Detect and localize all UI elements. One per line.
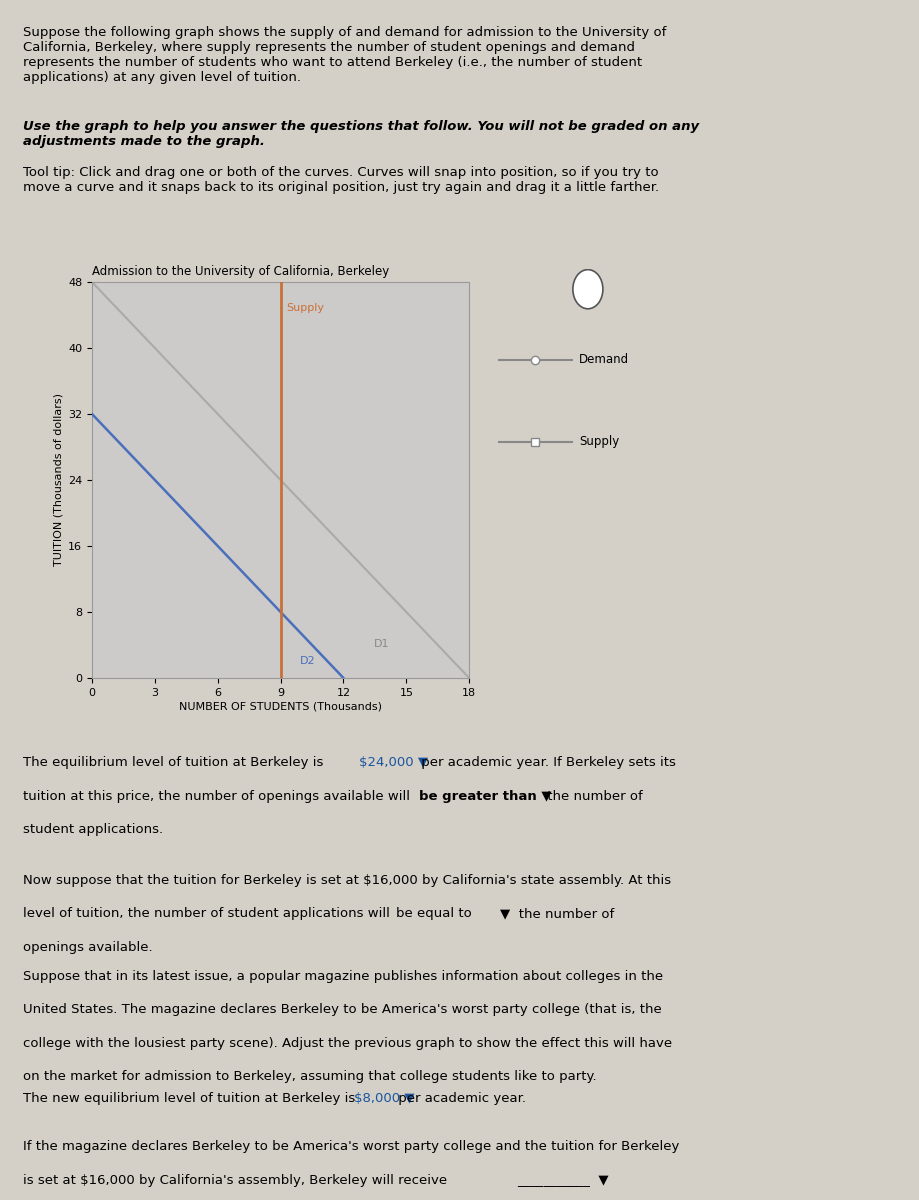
- Text: is set at $16,000 by California's assembly, Berkeley will receive: is set at $16,000 by California's assemb…: [23, 1174, 447, 1187]
- Text: United States. The magazine declares Berkeley to be America's worst party colleg: United States. The magazine declares Ber…: [23, 1003, 661, 1016]
- Text: ?: ?: [584, 283, 591, 295]
- Text: Tool tip: Click and drag one or both of the curves. Curves will snap into positi: Tool tip: Click and drag one or both of …: [23, 166, 658, 193]
- Circle shape: [573, 270, 602, 308]
- Text: ▼  the number of: ▼ the number of: [482, 907, 614, 920]
- Text: D1: D1: [373, 640, 389, 649]
- Text: Use the graph to help you answer the questions that follow. You will not be grad: Use the graph to help you answer the que…: [23, 120, 698, 148]
- Text: Now suppose that the tuition for Berkeley is set at $16,000 by California's stat: Now suppose that the tuition for Berkele…: [23, 874, 670, 887]
- Text: $8,000 ▼: $8,000 ▼: [354, 1092, 414, 1105]
- Text: Admission to the University of California, Berkeley: Admission to the University of Californi…: [92, 265, 389, 278]
- Text: level of tuition, the number of student applications will: level of tuition, the number of student …: [23, 907, 398, 920]
- Text: If the magazine declares Berkeley to be America's worst party college and the tu: If the magazine declares Berkeley to be …: [23, 1140, 678, 1153]
- Text: be equal to: be equal to: [395, 907, 471, 920]
- Text: Suppose the following graph shows the supply of and demand for admission to the : Suppose the following graph shows the su…: [23, 26, 665, 84]
- Text: per academic year. If Berkeley sets its: per academic year. If Berkeley sets its: [416, 756, 675, 769]
- Text: openings available.: openings available.: [23, 941, 153, 954]
- Text: student applications.: student applications.: [23, 823, 163, 836]
- Text: Supply: Supply: [286, 302, 323, 313]
- Text: ___________  ▼: ___________ ▼: [516, 1174, 608, 1187]
- Text: The equilibrium level of tuition at Berkeley is: The equilibrium level of tuition at Berk…: [23, 756, 327, 769]
- Text: Suppose that in its latest issue, a popular magazine publishes information about: Suppose that in its latest issue, a popu…: [23, 970, 663, 983]
- Text: be greater than ▼: be greater than ▼: [418, 790, 550, 803]
- X-axis label: NUMBER OF STUDENTS (Thousands): NUMBER OF STUDENTS (Thousands): [179, 702, 381, 712]
- Y-axis label: TUITION (Thousands of dollars): TUITION (Thousands of dollars): [54, 394, 63, 566]
- Text: D2: D2: [300, 655, 315, 666]
- Text: college with the lousiest party scene). Adjust the previous graph to show the ef: college with the lousiest party scene). …: [23, 1037, 672, 1050]
- Text: per academic year.: per academic year.: [393, 1092, 525, 1105]
- Text: The new equilibrium level of tuition at Berkeley is: The new equilibrium level of tuition at …: [23, 1092, 359, 1105]
- Text: Demand: Demand: [579, 353, 629, 366]
- Text: Supply: Supply: [579, 436, 618, 448]
- Text: the number of: the number of: [542, 790, 641, 803]
- Text: tuition at this price, the number of openings available will: tuition at this price, the number of ope…: [23, 790, 414, 803]
- Text: $24,000 ▼: $24,000 ▼: [358, 756, 427, 769]
- Text: on the market for admission to Berkeley, assuming that college students like to : on the market for admission to Berkeley,…: [23, 1070, 596, 1084]
